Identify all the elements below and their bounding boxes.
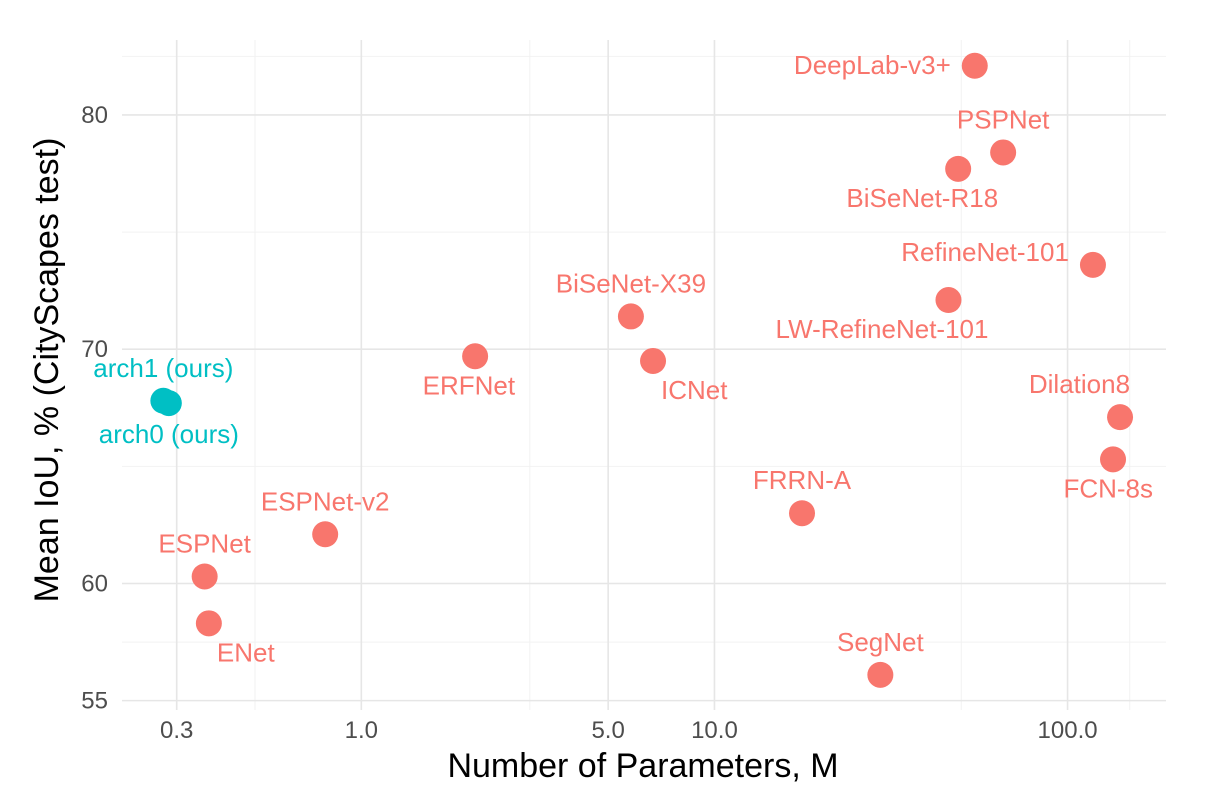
axis-ticks: 0.3 1.0 5.0 10.0 100.0 55 60 70 80 (81, 102, 1097, 744)
point-icnet (640, 347, 667, 374)
y-tick-label: 60 (81, 570, 108, 597)
point-segnet (867, 661, 894, 688)
y-axis-title: Mean IoU, % (CityScapes test) (28, 138, 66, 603)
label-deeplab-v3: DeepLab-v3+ (794, 50, 951, 80)
x-axis-title: Number of Parameters, M (447, 747, 838, 785)
label-bisenet-r18: BiSeNet-R18 (846, 183, 998, 213)
label-erfnet: ERFNet (423, 370, 516, 400)
point-bisenet-r18 (945, 155, 972, 182)
point-espnet (191, 563, 218, 590)
y-tick-label: 80 (81, 102, 108, 129)
x-tick-label: 100.0 (1038, 717, 1098, 744)
label-enet: ENet (217, 637, 276, 667)
data-points (150, 52, 1134, 688)
label-arch1-ours: arch1 (ours) (93, 353, 233, 383)
point-deeplab-v3 (961, 52, 988, 79)
label-dilation8: Dilation8 (1029, 369, 1130, 399)
point-pspnet (990, 139, 1017, 166)
x-tick-label: 1.0 (345, 717, 378, 744)
point-refinenet-101 (1079, 251, 1106, 278)
point-bisenet-x39 (617, 303, 644, 330)
label-arch0-ours: arch0 (ours) (99, 419, 239, 449)
label-espnet: ESPNet (158, 528, 251, 558)
grid (122, 40, 1166, 710)
point-enet (195, 610, 222, 637)
label-segnet: SegNet (837, 627, 924, 657)
point-fcn-8s (1100, 446, 1127, 473)
point-dilation8 (1107, 404, 1134, 431)
point-lw-refinenet-101 (935, 287, 962, 314)
x-tick-label: 5.0 (591, 717, 624, 744)
label-refinenet-101: RefineNet-101 (901, 237, 1069, 267)
point-erfnet (462, 343, 489, 370)
label-icnet: ICNet (661, 375, 728, 405)
label-frrn-a: FRRN-A (753, 465, 852, 495)
label-lw-refinenet-101: LW-RefineNet-101 (776, 314, 989, 344)
point-espnet-v2 (312, 521, 339, 548)
y-tick-label: 55 (81, 688, 108, 715)
x-tick-label: 0.3 (160, 717, 193, 744)
label-bisenet-x39: BiSeNet-X39 (556, 268, 706, 298)
point-labels: DeepLab-v3+PSPNet BiSeNet-R18 RefineNet-10… (93, 50, 1153, 668)
y-tick-label: 70 (81, 336, 108, 363)
x-tick-label: 10.0 (691, 717, 738, 744)
point-arch0-ours (155, 390, 182, 417)
label-fcn-8s: FCN-8s (1063, 473, 1153, 503)
point-frrn-a (789, 500, 816, 527)
label-pspnet: PSPNet (957, 104, 1050, 134)
label-espnet-v2: ESPNet-v2 (261, 486, 390, 516)
